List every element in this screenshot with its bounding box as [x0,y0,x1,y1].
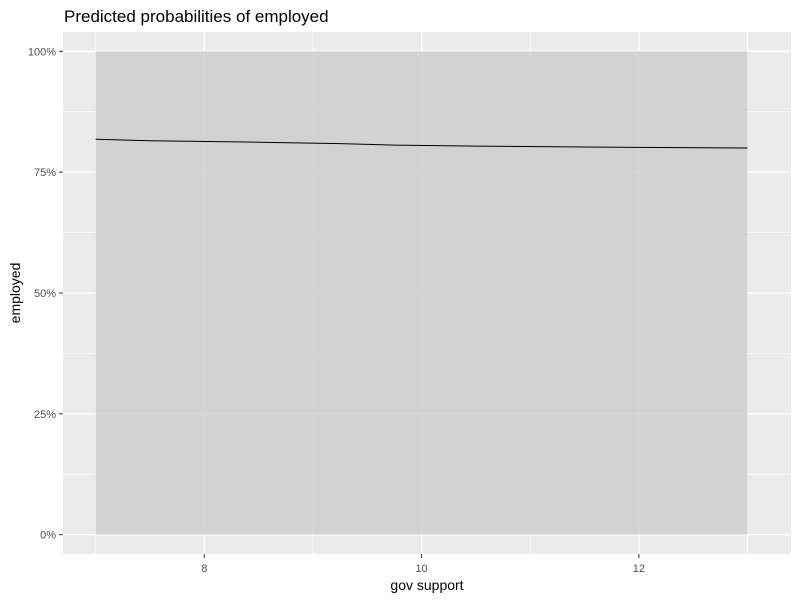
y-tick-label: 50% [34,288,56,300]
series-line [95,138,748,149]
chart-title: Predicted probabilities of employed [64,7,329,26]
y-tick-label: 25% [34,409,56,421]
x-tick-label: 12 [633,563,645,575]
y-tick-label: 100% [28,46,56,58]
x-axis: 8 10 12 [201,554,645,575]
x-tick-label: 10 [415,563,427,575]
confidence-ribbon [95,51,748,535]
y-axis-title: employed [7,263,23,324]
y-tick-label: 0% [40,530,56,542]
y-axis: 0% 25% 50% 75% 100% [28,46,63,542]
x-tick-label: 8 [201,563,207,575]
x-axis-title: gov support [390,577,463,593]
y-tick-label: 75% [34,167,56,179]
